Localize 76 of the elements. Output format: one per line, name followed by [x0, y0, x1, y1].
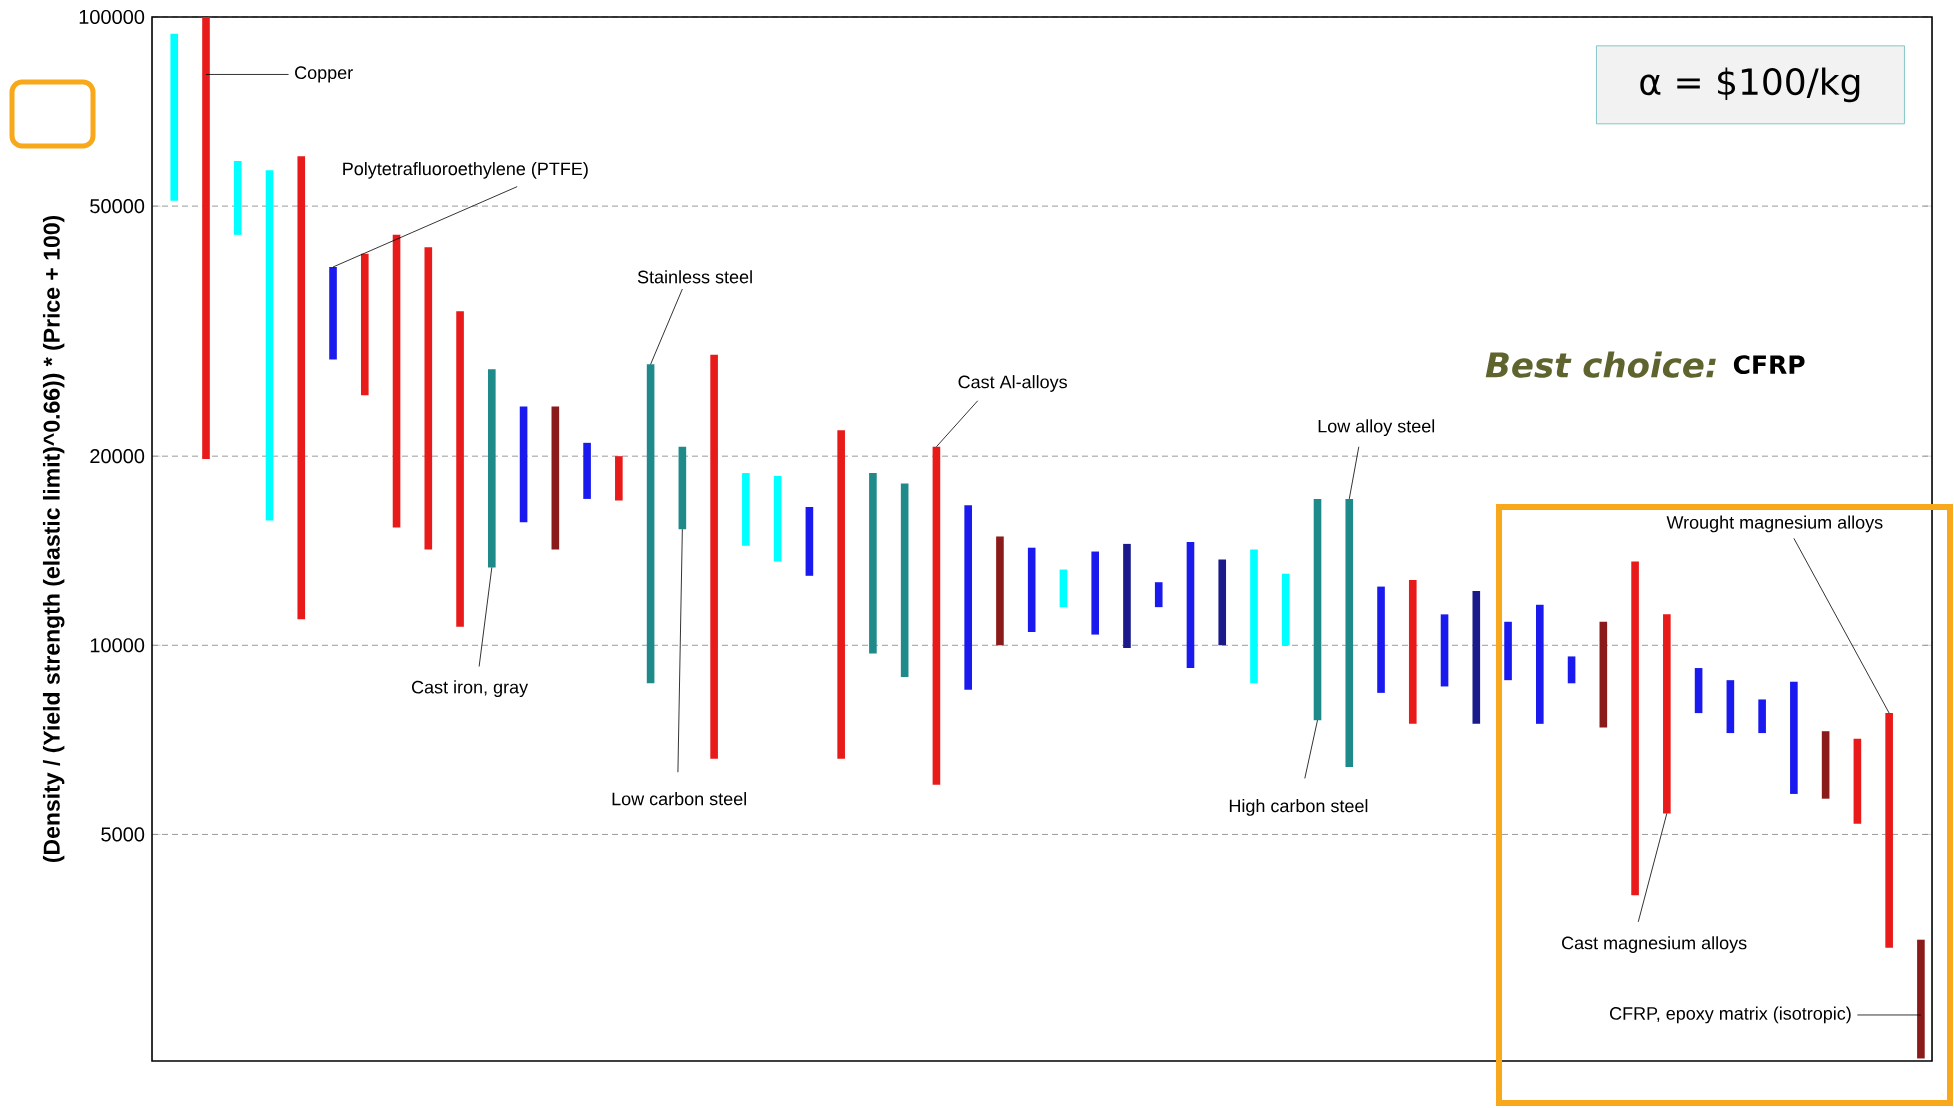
bar	[1536, 604, 1544, 724]
y-tick-label: 100000	[79, 9, 145, 25]
bar	[996, 536, 1004, 646]
bar	[1186, 542, 1195, 669]
annotation: Cast magnesium alloys	[1562, 936, 1747, 953]
annotation: High carbon steel	[1229, 799, 1368, 816]
bar	[488, 369, 496, 568]
annotation: CFRP	[1733, 355, 1805, 375]
bar	[900, 483, 909, 678]
y-axis-title: (Density / (Yield strength (elastic limit)^0.66)) * (Price + 100)	[42, 215, 65, 863]
y-tick-label: 20000	[90, 449, 145, 464]
bar	[1599, 621, 1608, 728]
bar	[1631, 561, 1639, 896]
y-tick-label: 5000	[101, 827, 145, 842]
bar	[1694, 668, 1703, 714]
bar	[837, 430, 845, 759]
bar	[1281, 573, 1290, 646]
y-tick-label: 10000	[90, 638, 145, 653]
bar	[1377, 586, 1385, 693]
annotation: Polytetrafluoroethylene (PTFE)	[343, 161, 588, 179]
bar	[1313, 498, 1322, 721]
bar	[615, 456, 623, 501]
bar	[1123, 543, 1131, 649]
bar	[742, 473, 750, 546]
bar	[1250, 549, 1258, 684]
bar	[710, 354, 718, 759]
bar	[646, 364, 655, 684]
bar	[1408, 580, 1417, 724]
bar	[1504, 621, 1512, 681]
annotation: α = $100/kg	[1640, 67, 1860, 103]
annotation: Wrought magnesium alloys	[1666, 515, 1883, 533]
bar	[678, 446, 687, 530]
bar	[551, 406, 560, 550]
bar	[265, 170, 274, 521]
bar	[1154, 582, 1163, 608]
bar	[424, 247, 433, 550]
bar	[519, 406, 528, 523]
bar	[1790, 681, 1798, 794]
y-tick-label: 50000	[90, 199, 145, 214]
bar	[202, 16, 210, 459]
bar	[329, 266, 337, 360]
bar	[1885, 713, 1893, 948]
annotation: Copper	[295, 66, 353, 83]
bar	[297, 156, 306, 620]
bar	[583, 442, 591, 499]
bar	[1345, 498, 1354, 768]
annotation: Cast Al-alloys	[958, 375, 1067, 392]
bar	[1853, 738, 1862, 824]
bar	[964, 505, 972, 690]
bar	[869, 473, 877, 654]
bar	[360, 253, 369, 396]
bar	[1091, 551, 1100, 635]
annotation: Low carbon steel	[612, 792, 746, 806]
bar	[932, 446, 941, 785]
bar	[1027, 547, 1036, 632]
annotation: Best choice:	[1485, 351, 1716, 378]
bar	[1663, 614, 1671, 814]
bar	[170, 33, 179, 201]
bar	[392, 234, 401, 528]
bar	[233, 160, 242, 235]
annotation: Cast iron, gray	[411, 680, 529, 698]
bar	[1440, 614, 1449, 687]
bar	[1917, 939, 1925, 1059]
bar	[1726, 680, 1735, 734]
annotation: Stainless steel	[637, 270, 752, 284]
annotation: Low alloy steel	[1318, 419, 1435, 437]
annotation: CFRP, epoxy matrix (isotropic)	[1609, 1006, 1851, 1024]
bar	[1218, 559, 1227, 646]
bar	[1758, 699, 1766, 734]
bar	[773, 475, 782, 562]
bar	[1059, 569, 1068, 608]
bar	[1567, 656, 1576, 684]
bar	[805, 507, 814, 576]
bar	[456, 311, 464, 627]
bar	[1821, 731, 1830, 799]
bar	[1472, 591, 1481, 724]
